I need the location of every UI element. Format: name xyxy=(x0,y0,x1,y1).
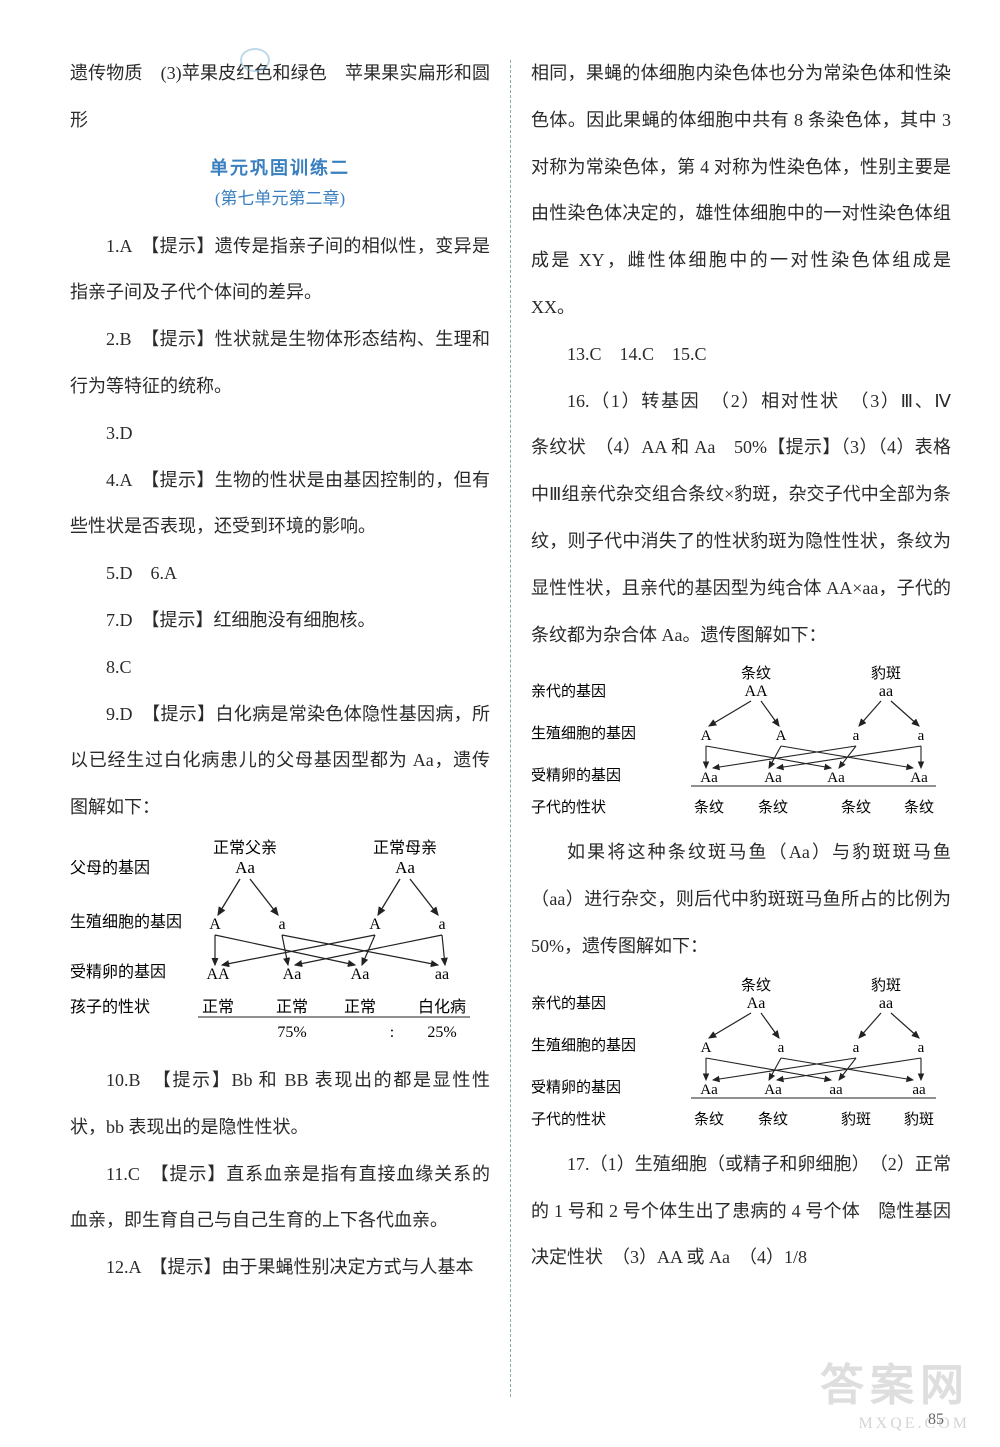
d3-g-3: a xyxy=(918,1040,925,1056)
d3-g-1: a xyxy=(778,1040,785,1056)
d1-gamete-2: A xyxy=(369,916,381,933)
d3-g-2: a xyxy=(853,1040,860,1056)
d1-pheno-2: 正常 xyxy=(344,998,376,1016)
d3-pt-1: 豹斑 xyxy=(871,977,901,994)
d1-ratio-colon: : xyxy=(390,1024,394,1041)
answer-16: 16.（1）转基因 （2）相对性状 （3）Ⅲ、Ⅳ 条纹状 （4）AA 和 Aa … xyxy=(531,378,951,659)
d1-gamete-3: a xyxy=(438,916,445,933)
answer-17: 17.（1）生殖细胞（或精子和卵细胞） （2）正常的 1 号和 2 号个体生出了… xyxy=(531,1141,951,1281)
d3-p-2: 豹斑 xyxy=(841,1111,871,1128)
d1-zygote-1: Aa xyxy=(283,966,302,983)
d3-z-1: Aa xyxy=(764,1082,782,1098)
answer-10: 10.B 【提示】Bb 和 BB 表现出的都是显性性状，bb 表现出的是隐性性状… xyxy=(70,1057,490,1151)
d2-z-1: Aa xyxy=(764,770,782,786)
answer-12: 12.A 【提示】由于果蝇性别决定方式与人基本 xyxy=(70,1244,490,1291)
d1-ratio-right: 25% xyxy=(427,1024,456,1041)
d2-g-2: a xyxy=(853,728,860,744)
answer-3: 3.D xyxy=(70,410,490,457)
d2-p-2: 条纹 xyxy=(841,799,871,816)
d3-p-1: 条纹 xyxy=(758,1111,788,1128)
d1-row-0: 父母的基因 xyxy=(70,859,150,877)
d2-z-3: Aa xyxy=(910,770,928,786)
d2-p-1: 条纹 xyxy=(758,799,788,816)
d1-row-1: 生殖细胞的基因 xyxy=(70,913,182,931)
d2-g-3: a xyxy=(918,728,925,744)
d2-z-2: Aa xyxy=(827,770,845,786)
answer-4: 4.A 【提示】生物的性状是由基因控制的，但有些性状是否表现，还受到环境的影响。 xyxy=(70,457,490,551)
page-number: 85 xyxy=(928,1411,944,1429)
d2-row-1: 生殖细胞的基因 xyxy=(531,725,636,742)
d1-pheno-0: 正常 xyxy=(202,998,234,1016)
stray-circle-mark xyxy=(240,48,270,72)
d1-gamete-1: a xyxy=(278,916,285,933)
d1-parent-title-father: 正常父亲 xyxy=(213,839,277,857)
right-continuation: 相同，果蝇的体细胞内染色体也分为常染色体和性染色体。因此果蝇的体细胞中共有 8 … xyxy=(531,50,951,331)
genetics-diagram-3: 条纹 豹斑 亲代的基因 生殖细胞的基因 受精卵的基因 子代的性状 Aa aa A… xyxy=(531,976,951,1131)
page-container: 遗传物质 (3)苹果皮红色和绿色 苹果果实扁形和圆形 单元巩固训练二 (第七单元… xyxy=(0,0,1000,1447)
d3-row-1: 生殖细胞的基因 xyxy=(531,1037,636,1054)
d1-parent-title-mother: 正常母亲 xyxy=(373,839,437,857)
answer-9: 9.D 【提示】白化病是常染色体隐性基因病，所以已经生过白化病患儿的父母基因型都… xyxy=(70,691,490,831)
d1-pheno-1: 正常 xyxy=(276,998,308,1016)
right-column: 相同，果蝇的体细胞内染色体也分为常染色体和性染色体。因此果蝇的体细胞中共有 8 … xyxy=(511,50,971,1407)
d1-parent-1: Aa xyxy=(395,858,415,877)
d3-parent-1: aa xyxy=(879,995,893,1012)
d3-row-2: 受精卵的基因 xyxy=(531,1079,621,1096)
answer-8: 8.C xyxy=(70,644,490,691)
answer-11: 11.C 【提示】直系血亲是指有直接血缘关系的血亲，即生育自己与自己生育的上下各… xyxy=(70,1151,490,1245)
d3-g-0: A xyxy=(701,1040,712,1056)
d2-pt-1: 豹斑 xyxy=(871,665,901,682)
left-continuation: 遗传物质 (3)苹果皮红色和绿色 苹果果实扁形和圆形 xyxy=(70,50,490,144)
d2-row-0: 亲代的基因 xyxy=(531,683,606,700)
d2-row-2: 受精卵的基因 xyxy=(531,767,621,784)
d1-zygote-2: Aa xyxy=(351,966,370,983)
d3-z-0: Aa xyxy=(700,1082,718,1098)
section-subtitle: (第七单元第二章) xyxy=(70,184,490,209)
d3-pt-0: 条纹 xyxy=(741,977,771,994)
d2-z-0: Aa xyxy=(700,770,718,786)
d3-z-2: aa xyxy=(829,1082,843,1098)
d2-parent-1: aa xyxy=(879,683,893,700)
answer-2: 2.B 【提示】性状就是生物体形态结构、生理和行为等特征的统称。 xyxy=(70,316,490,410)
d1-row-2: 受精卵的基因 xyxy=(70,963,166,981)
d3-parent-0: Aa xyxy=(747,995,766,1012)
section-title: 单元巩固训练二 xyxy=(70,154,490,180)
answer-7: 7.D 【提示】红细胞没有细胞核。 xyxy=(70,597,490,644)
genetics-diagram-1: 正常父亲 正常母亲 父母的基因 生殖细胞的基因 受精卵的基因 孩子的性状 Aa … xyxy=(70,837,490,1047)
d3-row-0: 亲代的基因 xyxy=(531,995,606,1012)
d1-ratio-left: 75% xyxy=(277,1024,306,1041)
d3-z-3: aa xyxy=(912,1082,926,1098)
d1-gamete-0: A xyxy=(209,916,221,933)
d2-p-3: 条纹 xyxy=(904,799,934,816)
d1-parent-0: Aa xyxy=(235,858,255,877)
answer-1: 1.A 【提示】遗传是指亲子间的相似性，变异是指亲子间及子代个体间的差异。 xyxy=(70,223,490,317)
d2-p-0: 条纹 xyxy=(694,799,724,816)
d2-parent-0: AA xyxy=(744,683,768,700)
d1-pheno-3: 白化病 xyxy=(418,998,466,1016)
d3-p-0: 条纹 xyxy=(694,1111,724,1128)
answer-5-6: 5.D 6.A xyxy=(70,550,490,597)
d2-g-1: A xyxy=(776,728,787,744)
d1-zygote-3: aa xyxy=(435,966,449,983)
d1-zygote-0: AA xyxy=(206,966,230,983)
d2-row-3: 子代的性状 xyxy=(531,799,606,816)
d3-p-3: 豹斑 xyxy=(904,1111,934,1128)
right-line4: 如果将这种条纹斑马鱼（Aa）与豹斑斑马鱼（aa）进行杂交，则后代中豹斑斑马鱼所占… xyxy=(531,829,951,969)
d3-row-3: 子代的性状 xyxy=(531,1111,606,1128)
d2-pt-0: 条纹 xyxy=(741,665,771,682)
answer-13-15: 13.C 14.C 15.C xyxy=(531,331,951,378)
d1-row-3: 孩子的性状 xyxy=(70,998,150,1016)
d2-g-0: A xyxy=(701,728,712,744)
left-column: 遗传物质 (3)苹果皮红色和绿色 苹果果实扁形和圆形 单元巩固训练二 (第七单元… xyxy=(50,50,510,1407)
genetics-diagram-2: 条纹 豹斑 亲代的基因 生殖细胞的基因 受精卵的基因 子代的性状 AA aa A… xyxy=(531,664,951,819)
